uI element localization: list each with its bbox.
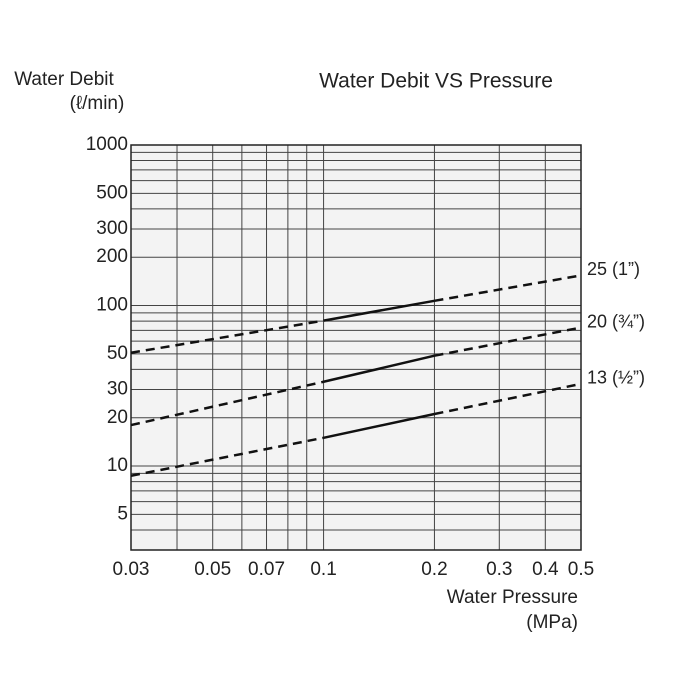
line-segment [323, 412, 435, 440]
line-segment [130, 436, 324, 477]
line-segment [434, 326, 582, 357]
plot-border [130, 144, 582, 551]
plot-area [131, 145, 581, 550]
line-segment [434, 382, 582, 416]
chart-title: Water Debit VS Pressure [319, 70, 553, 93]
y-tick-label: 300 [96, 218, 128, 239]
y-tick-label: 30 [107, 378, 128, 399]
y-axis-unit: (ℓ/min) [70, 93, 125, 114]
y-tick-label: 5 [117, 503, 128, 524]
y-tick-label: 100 [96, 295, 128, 316]
x-tick-label: 0.05 [194, 559, 231, 580]
line-segment [323, 299, 435, 322]
y-tick-label: 20 [107, 407, 128, 428]
line-segment [434, 274, 582, 303]
y-tick-label: 200 [96, 246, 128, 267]
x-tick-label: 0.5 [568, 559, 594, 580]
x-tick-label: 0.3 [486, 559, 512, 580]
line-segment [130, 319, 324, 354]
x-tick-label: 0.4 [532, 559, 559, 580]
y-tick-label: 10 [107, 455, 128, 476]
legend-label: 25 (1”) [587, 259, 640, 279]
y-tick-label: 500 [96, 182, 128, 203]
x-axis-unit: (MPa) [526, 612, 578, 633]
x-tick-label: 0.1 [310, 559, 336, 580]
y-axis-title: Water Debit [14, 69, 114, 90]
x-tick-label: 0.03 [113, 559, 150, 580]
x-tick-label: 0.07 [248, 559, 285, 580]
x-axis-title: Water Pressure [447, 587, 578, 608]
line-segment [130, 380, 324, 427]
line-segment [323, 354, 435, 383]
y-tick-label: 50 [107, 343, 128, 364]
legend-label: 20 (¾”) [587, 311, 645, 331]
y-tick-label: 1000 [86, 134, 128, 155]
x-tick-label: 0.2 [421, 559, 447, 580]
legend-label: 13 (½”) [587, 368, 645, 388]
